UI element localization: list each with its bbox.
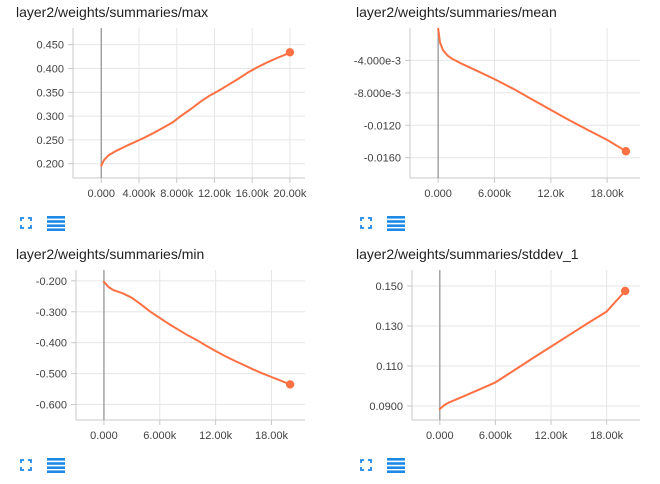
y-tick-label: 0.130 <box>375 321 403 333</box>
expand-button[interactable] <box>16 455 36 475</box>
x-tick-label: 0.000 <box>90 430 118 442</box>
x-tick-label: 6.000k <box>478 188 512 200</box>
chart-title: layer2/weights/summaries/max <box>16 4 209 20</box>
data-table-button[interactable] <box>46 455 66 475</box>
x-tick-label: 18.00k <box>591 188 625 200</box>
y-tick-label: 0.200 <box>36 159 64 171</box>
y-tick-label: -0.300 <box>36 307 67 319</box>
expand-icon <box>360 459 372 471</box>
y-tick-label: -0.0120 <box>364 120 401 132</box>
data-table-button[interactable] <box>386 455 406 475</box>
y-tick-label: 0.350 <box>36 87 64 99</box>
y-tick-label: -0.200 <box>36 276 67 288</box>
x-tick-label: 0.000 <box>88 188 116 200</box>
chart-card-mean: layer2/weights/summaries/mean -4.000e-3-… <box>340 0 660 242</box>
data-table-button[interactable] <box>46 213 66 233</box>
chart-title: layer2/weights/summaries/mean <box>356 4 557 20</box>
x-tick-label: 18.00k <box>590 430 624 442</box>
y-tick-label: -0.0160 <box>364 153 401 165</box>
y-tick-label: 0.0900 <box>369 401 403 413</box>
expand-icon <box>20 217 32 229</box>
expand-button[interactable] <box>16 213 36 233</box>
x-tick-label: 0.000 <box>424 188 452 200</box>
last-point <box>620 286 630 296</box>
chart-plot[interactable]: -4.000e-3 -8.000e-3 -0.0120 -0.0160 0.000 6.0… <box>340 0 660 210</box>
x-tick-label: 4.000k <box>123 188 157 200</box>
list-icon <box>47 216 65 231</box>
chart-card-stddev: layer2/weights/summaries/stddev_1 0.150 0… <box>340 242 660 484</box>
x-tick-label: 12.00k <box>198 188 232 200</box>
chart-title: layer2/weights/summaries/min <box>16 246 205 262</box>
x-tick-label: 0.000 <box>426 430 454 442</box>
list-icon <box>387 458 405 473</box>
x-tick-label: 8.000k <box>160 188 194 200</box>
chart-card-min: layer2/weights/summaries/min -0.200 -0.30… <box>0 242 330 484</box>
y-tick-label: -0.500 <box>36 369 67 381</box>
last-point <box>285 380 295 389</box>
y-tick-label: 0.400 <box>36 63 64 75</box>
x-tick-label: 20.00k <box>273 188 307 200</box>
list-icon <box>387 216 405 231</box>
y-tick-label: -0.600 <box>36 400 67 412</box>
expand-button[interactable] <box>356 455 376 475</box>
y-tick-label: 0.450 <box>36 40 64 52</box>
x-tick-label: 6.000k <box>479 430 513 442</box>
chart-card-max: layer2/weights/summaries/max 0.200 0.250 0… <box>0 0 330 242</box>
y-tick-label: -0.400 <box>36 338 67 350</box>
expand-icon <box>20 459 32 471</box>
series-line <box>437 27 627 153</box>
x-tick-label: 12.00k <box>199 430 233 442</box>
chart-plot[interactable]: 0.150 0.130 0.110 0.0900 0.000 6.000k 12.00k 18… <box>340 242 660 452</box>
series-line <box>438 290 627 410</box>
y-tick-label: 0.300 <box>36 111 64 123</box>
chart-plot[interactable]: -0.200 -0.300 -0.400 -0.500 -0.600 0.000 6.000… <box>0 242 330 452</box>
chart-plot[interactable]: 0.200 0.250 0.300 0.350 0.400 0.450 0.000 4.000… <box>0 0 330 210</box>
x-tick-label: 6.000k <box>143 430 177 442</box>
last-point <box>285 48 295 57</box>
series-line <box>102 280 292 386</box>
list-icon <box>47 458 65 473</box>
x-tick-label: 18.00k <box>255 430 289 442</box>
y-tick-label: -4.000e-3 <box>354 55 401 67</box>
y-tick-label: 0.110 <box>376 361 403 373</box>
last-point <box>621 147 631 156</box>
chart-title: layer2/weights/summaries/stddev_1 <box>356 246 579 262</box>
x-tick-label: 16.00k <box>236 188 270 200</box>
expand-icon <box>360 217 372 229</box>
y-tick-label: 0.150 <box>375 281 403 293</box>
series-line <box>100 51 291 167</box>
y-tick-label: -8.000e-3 <box>354 88 401 100</box>
x-tick-label: 12.0k <box>537 188 564 200</box>
data-table-button[interactable] <box>386 213 406 233</box>
y-tick-label: 0.250 <box>36 135 64 147</box>
expand-button[interactable] <box>356 213 376 233</box>
x-tick-label: 12.00k <box>535 430 569 442</box>
